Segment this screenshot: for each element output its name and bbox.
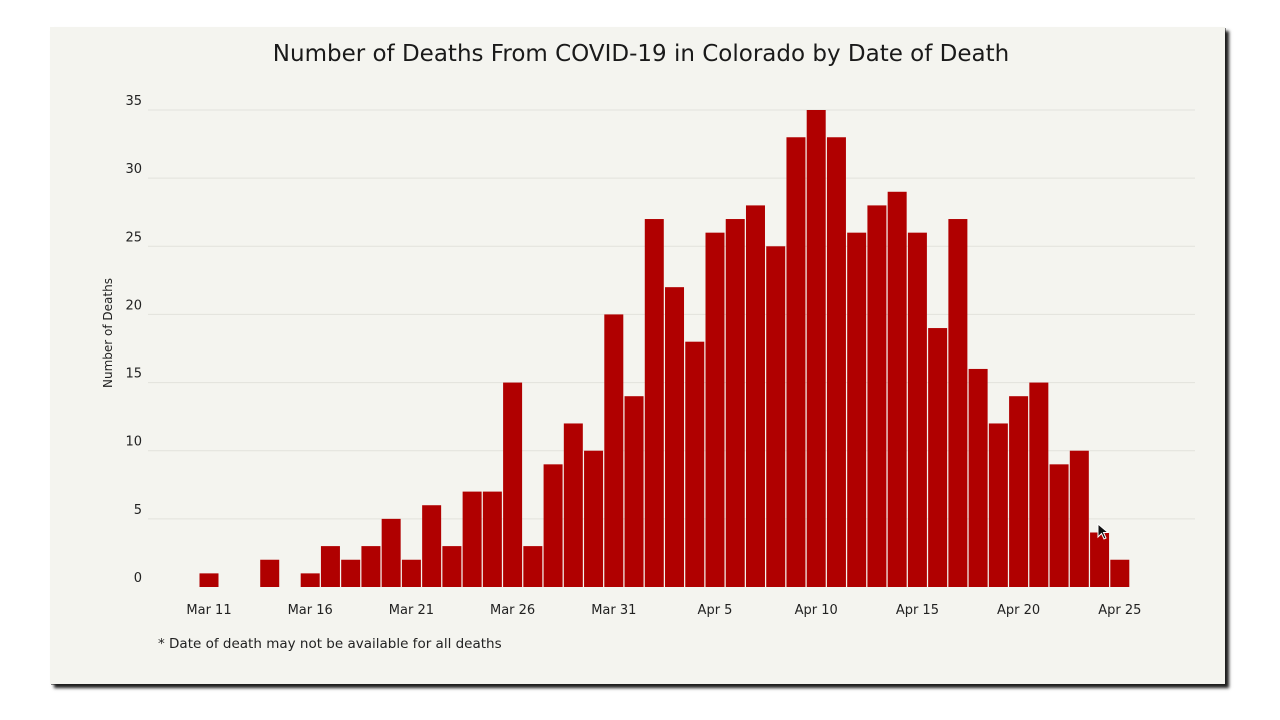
x-tick-label: Apr 10 xyxy=(795,603,838,618)
footnote: * Date of death may not be available for… xyxy=(158,636,502,652)
x-tick-label: Apr 5 xyxy=(698,603,733,618)
bar xyxy=(685,341,705,587)
bar xyxy=(847,232,867,587)
x-tick-label: Mar 26 xyxy=(490,603,535,618)
x-tick-label: Mar 11 xyxy=(186,603,231,618)
x-tick-label: Mar 31 xyxy=(591,603,636,618)
x-tick-label: Mar 16 xyxy=(288,603,333,618)
bar xyxy=(826,137,846,587)
y-tick-label: 5 xyxy=(134,503,142,518)
x-tick-label: Apr 15 xyxy=(896,603,939,618)
bar xyxy=(665,287,685,587)
bar xyxy=(1110,559,1130,587)
chart-svg: Number of Deaths From COVID-19 in Colora… xyxy=(101,41,1195,652)
bar xyxy=(1009,396,1029,587)
bar xyxy=(320,546,340,587)
bar xyxy=(260,559,280,587)
y-tick-label: 30 xyxy=(125,162,142,177)
y-axis-ticks: 0 5 10 15 20 25 30 35 xyxy=(125,94,142,586)
y-tick-label: 10 xyxy=(125,435,142,450)
bar xyxy=(745,205,765,587)
chart-title: Number of Deaths From COVID-19 in Colora… xyxy=(273,41,1009,67)
y-tick-label: 0 xyxy=(134,571,142,586)
bar xyxy=(1069,450,1089,587)
bar xyxy=(442,546,462,587)
bar xyxy=(604,314,624,587)
bar xyxy=(341,559,361,587)
bar xyxy=(887,191,907,587)
y-axis-label: Number of Deaths xyxy=(101,278,115,388)
x-tick-label: Apr 25 xyxy=(1098,603,1141,618)
bar xyxy=(644,219,664,587)
bar xyxy=(462,491,482,587)
y-tick-label: 15 xyxy=(125,367,142,382)
x-tick-label: Mar 21 xyxy=(389,603,434,618)
bar xyxy=(1029,382,1049,587)
chart-card: Number of Deaths From COVID-19 in Colora… xyxy=(50,27,1225,684)
bar xyxy=(928,328,948,587)
bar xyxy=(725,219,745,587)
x-tick-label: Apr 20 xyxy=(997,603,1040,618)
bar xyxy=(1049,464,1069,587)
bar xyxy=(624,396,644,587)
bar xyxy=(300,573,320,587)
bar xyxy=(988,423,1008,587)
bar xyxy=(563,423,583,587)
bar xyxy=(786,137,806,587)
y-tick-label: 35 xyxy=(125,94,142,109)
bar xyxy=(422,505,442,587)
bar xyxy=(482,491,502,587)
bar xyxy=(867,205,887,587)
bar xyxy=(705,232,725,587)
bar xyxy=(401,559,421,587)
x-axis-ticks: Mar 11 Mar 16 Mar 21 Mar 26 Mar 31 Apr 5 Apr 1… xyxy=(186,603,1141,618)
bar xyxy=(381,518,401,587)
bar xyxy=(199,573,219,587)
bar xyxy=(543,464,563,587)
bar xyxy=(948,219,968,587)
bar xyxy=(1090,532,1110,587)
bar xyxy=(766,246,786,588)
bars xyxy=(199,110,1130,588)
bar xyxy=(806,110,826,587)
bar xyxy=(584,450,604,587)
bar xyxy=(907,232,927,587)
bar xyxy=(968,368,988,587)
y-tick-label: 25 xyxy=(125,230,142,245)
bar xyxy=(361,546,381,587)
mouse-cursor-icon xyxy=(1097,523,1109,540)
y-tick-label: 20 xyxy=(125,298,142,313)
bar xyxy=(503,382,523,587)
bar xyxy=(523,546,543,587)
